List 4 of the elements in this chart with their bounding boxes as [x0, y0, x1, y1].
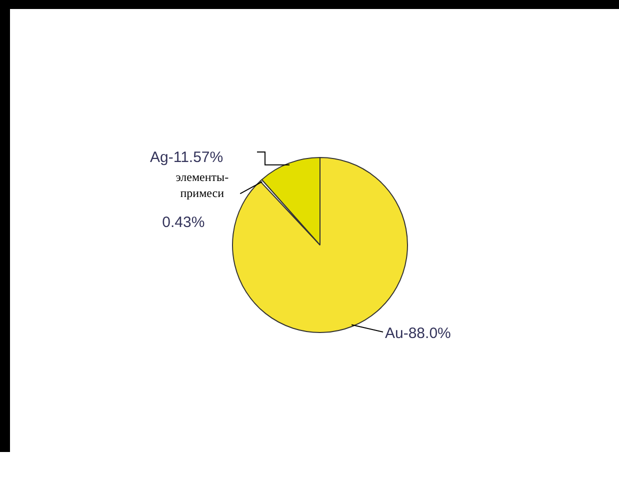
- slice-label: Au-88.0%: [385, 325, 451, 342]
- slice-label: Ag-11.57%: [150, 149, 224, 166]
- data-label: 0.43%: [162, 214, 205, 231]
- slice-label: элементы-примеси: [176, 170, 229, 200]
